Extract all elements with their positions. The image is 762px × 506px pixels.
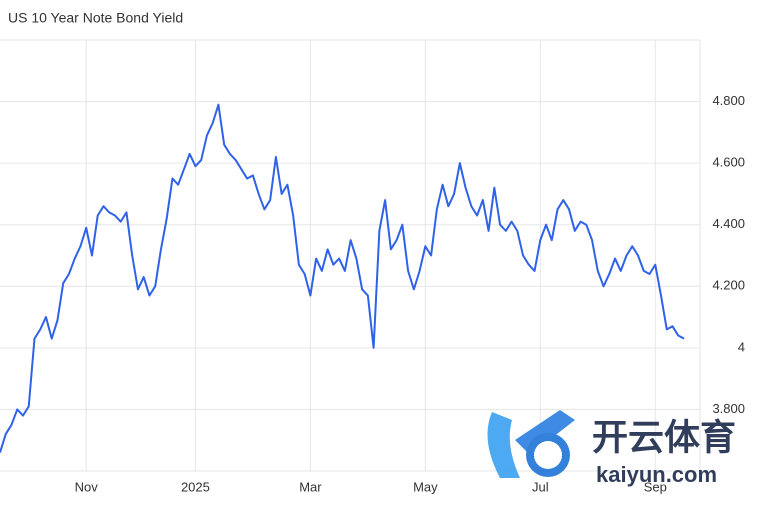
x-tick-label: May bbox=[413, 479, 438, 494]
y-tick-label: 4.200 bbox=[712, 278, 745, 293]
x-tick-label: Mar bbox=[299, 479, 322, 494]
watermark-site: kaiyun.com bbox=[596, 462, 717, 487]
y-tick-label: 4.600 bbox=[712, 155, 745, 170]
x-tick-label: Nov bbox=[75, 479, 99, 494]
axis-labels: 3.800 4 4.200 4.400 4.600 4.800 Nov 2025 Mar May J… bbox=[75, 93, 745, 494]
watermark-brand: 开云体育 bbox=[592, 417, 736, 458]
series bbox=[0, 103, 685, 453]
chart-title: US 10 Year Note Bond Yield bbox=[8, 10, 183, 26]
y-tick-label: 4.800 bbox=[712, 93, 745, 108]
x-tick-label: Sep bbox=[644, 479, 667, 494]
logo-ball bbox=[534, 441, 562, 469]
gridlines bbox=[0, 40, 700, 471]
watermark: 开云体育 kaiyun.com bbox=[487, 410, 736, 487]
y-tick-label: 3.800 bbox=[712, 401, 745, 416]
x-tick-label: Jul bbox=[532, 479, 549, 494]
x-tick-label: 2025 bbox=[181, 479, 210, 494]
y-tick-label: 4.400 bbox=[712, 216, 745, 231]
y-tick-label: 4 bbox=[738, 339, 745, 354]
line bbox=[0, 103, 685, 453]
logo-k bbox=[487, 412, 520, 478]
